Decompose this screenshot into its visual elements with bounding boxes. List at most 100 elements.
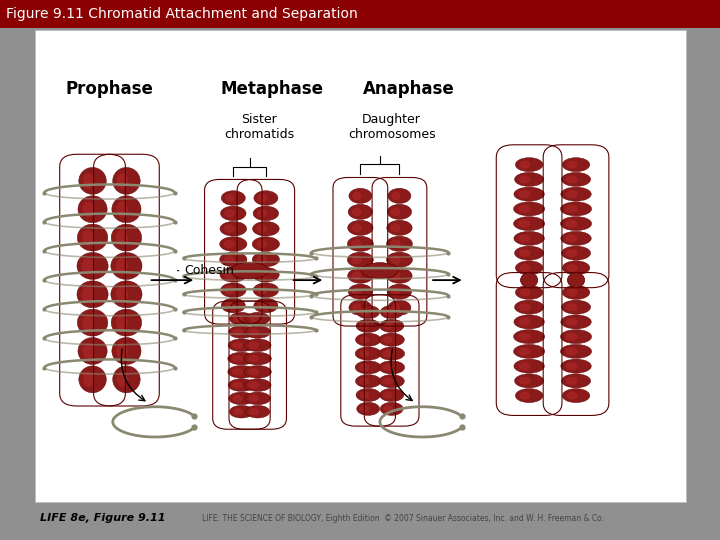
Ellipse shape: [384, 405, 393, 413]
Ellipse shape: [253, 221, 279, 236]
Ellipse shape: [562, 374, 590, 388]
Text: LIFE 8e, Figure 9.11: LIFE 8e, Figure 9.11: [40, 514, 165, 523]
Text: LIFE: THE SCIENCE OF BIOLOGY, Eighth Edition  © 2007 Sinauer Associates, Inc. an: LIFE: THE SCIENCE OF BIOLOGY, Eighth Edi…: [202, 514, 604, 523]
Ellipse shape: [387, 284, 412, 299]
Ellipse shape: [224, 240, 235, 248]
Ellipse shape: [356, 319, 380, 333]
Ellipse shape: [253, 283, 279, 298]
Ellipse shape: [562, 172, 590, 186]
Ellipse shape: [383, 322, 393, 330]
Ellipse shape: [78, 338, 107, 364]
Ellipse shape: [359, 350, 369, 357]
Ellipse shape: [388, 188, 411, 204]
Ellipse shape: [384, 308, 393, 316]
Ellipse shape: [382, 363, 393, 371]
Ellipse shape: [518, 347, 531, 355]
Ellipse shape: [233, 315, 243, 322]
Ellipse shape: [347, 252, 374, 267]
Ellipse shape: [82, 230, 94, 245]
Ellipse shape: [248, 355, 259, 362]
Ellipse shape: [111, 281, 142, 308]
Ellipse shape: [356, 388, 380, 402]
Ellipse shape: [258, 301, 267, 310]
Ellipse shape: [387, 252, 413, 267]
Ellipse shape: [565, 190, 577, 198]
Ellipse shape: [83, 372, 94, 387]
Ellipse shape: [565, 318, 577, 326]
Ellipse shape: [77, 281, 108, 308]
Text: Daughter
chromosomes: Daughter chromosomes: [348, 112, 436, 140]
Ellipse shape: [513, 202, 545, 216]
Ellipse shape: [257, 286, 267, 294]
Ellipse shape: [232, 381, 243, 389]
Ellipse shape: [77, 253, 108, 279]
Ellipse shape: [566, 303, 577, 311]
Ellipse shape: [112, 196, 141, 222]
Ellipse shape: [387, 236, 413, 252]
Ellipse shape: [248, 381, 259, 389]
Ellipse shape: [229, 392, 254, 404]
Ellipse shape: [233, 328, 243, 335]
Ellipse shape: [244, 339, 271, 352]
Ellipse shape: [225, 301, 235, 310]
Ellipse shape: [390, 239, 401, 248]
Ellipse shape: [228, 339, 255, 352]
Ellipse shape: [233, 408, 243, 415]
Ellipse shape: [387, 204, 412, 219]
Ellipse shape: [356, 375, 381, 388]
Ellipse shape: [516, 389, 543, 403]
Ellipse shape: [355, 361, 381, 374]
Ellipse shape: [246, 406, 270, 418]
Ellipse shape: [513, 329, 545, 343]
Ellipse shape: [562, 286, 590, 299]
Ellipse shape: [115, 287, 128, 302]
Ellipse shape: [359, 363, 369, 371]
Ellipse shape: [360, 322, 369, 330]
Ellipse shape: [565, 234, 577, 242]
Ellipse shape: [356, 306, 379, 319]
Ellipse shape: [561, 315, 591, 329]
Ellipse shape: [519, 303, 531, 311]
Ellipse shape: [253, 206, 279, 221]
Ellipse shape: [230, 312, 253, 325]
Ellipse shape: [390, 224, 401, 232]
Ellipse shape: [561, 231, 591, 245]
Ellipse shape: [249, 315, 259, 322]
Ellipse shape: [513, 345, 545, 359]
Ellipse shape: [518, 220, 531, 228]
Ellipse shape: [112, 338, 141, 364]
Ellipse shape: [81, 287, 94, 302]
Ellipse shape: [117, 372, 128, 387]
Ellipse shape: [348, 284, 372, 299]
Ellipse shape: [220, 283, 246, 298]
Text: Cohesin: Cohesin: [177, 264, 234, 277]
Ellipse shape: [111, 224, 142, 251]
Ellipse shape: [221, 298, 246, 313]
Ellipse shape: [224, 271, 235, 279]
Ellipse shape: [361, 262, 398, 279]
Ellipse shape: [516, 286, 543, 299]
Ellipse shape: [352, 207, 361, 216]
Ellipse shape: [225, 209, 235, 218]
Text: Figure 9.11 Chromatid Attachment and Separation: Figure 9.11 Chromatid Attachment and Sep…: [6, 7, 358, 21]
Ellipse shape: [116, 230, 128, 245]
Ellipse shape: [254, 298, 278, 313]
Ellipse shape: [113, 167, 140, 194]
Ellipse shape: [225, 286, 235, 294]
Ellipse shape: [560, 202, 592, 216]
Ellipse shape: [220, 237, 247, 252]
Ellipse shape: [567, 273, 585, 287]
Ellipse shape: [360, 405, 369, 413]
Ellipse shape: [565, 362, 577, 370]
Ellipse shape: [390, 255, 401, 264]
Ellipse shape: [252, 237, 279, 252]
Ellipse shape: [225, 194, 235, 202]
Ellipse shape: [348, 220, 373, 235]
Ellipse shape: [351, 271, 361, 280]
Ellipse shape: [516, 158, 543, 172]
Ellipse shape: [387, 220, 412, 235]
Ellipse shape: [233, 395, 243, 402]
Ellipse shape: [518, 362, 531, 370]
Ellipse shape: [232, 342, 243, 349]
Ellipse shape: [244, 352, 271, 365]
